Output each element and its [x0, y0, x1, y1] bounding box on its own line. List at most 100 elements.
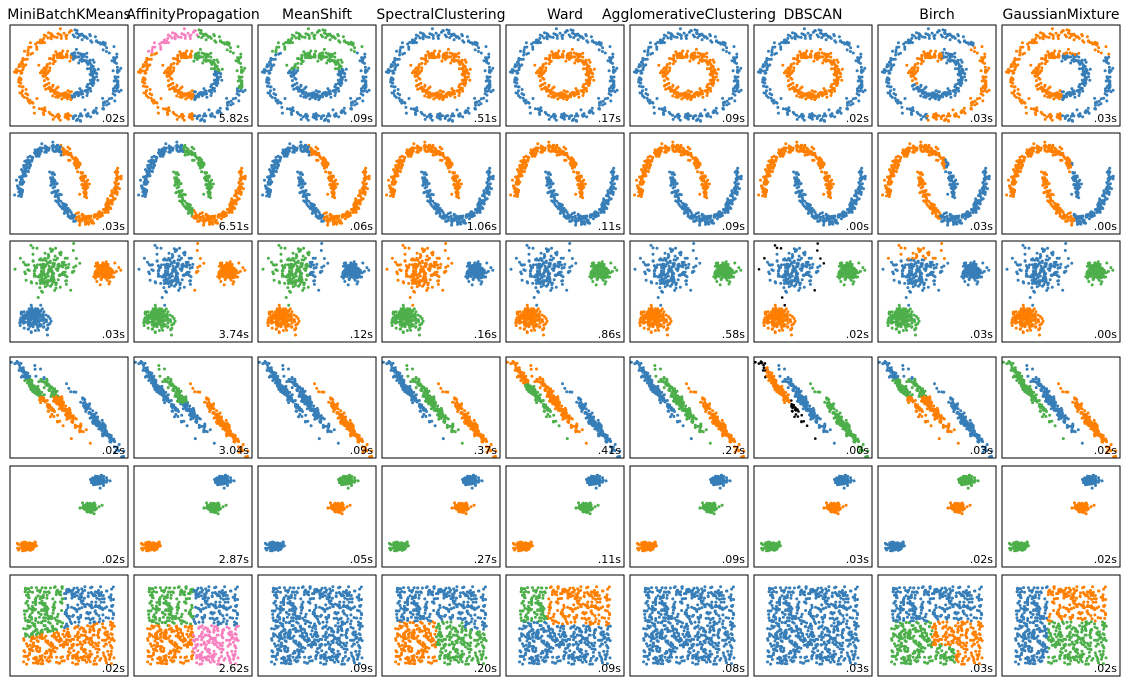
scatter-point — [51, 84, 55, 88]
scatter-point — [969, 101, 973, 105]
scatter-point — [569, 95, 573, 99]
scatter-point — [1093, 106, 1097, 110]
scatter-point — [1057, 52, 1060, 56]
scatter-point — [189, 52, 192, 56]
scatter-point — [924, 85, 928, 89]
scatter-point — [910, 36, 914, 40]
scatter-point — [39, 38, 42, 42]
scatter-point — [180, 56, 183, 60]
scatter-point — [119, 66, 123, 70]
scatter-point — [195, 52, 199, 56]
scatter-point — [1013, 94, 1017, 98]
scatter-point — [172, 57, 175, 60]
scatter-point — [710, 83, 714, 86]
scatter-point — [672, 54, 676, 58]
scatter-point — [170, 36, 174, 40]
scatter-point — [910, 79, 914, 83]
scatter-point — [333, 67, 337, 71]
scatter-point — [946, 58, 950, 62]
scatter-point — [78, 223, 82, 227]
scatter-point — [349, 101, 353, 105]
scatter-point — [438, 89, 442, 93]
scatter-point — [515, 77, 519, 81]
scatter-point — [44, 149, 48, 153]
scatter-point — [597, 48, 601, 52]
scatter-point — [119, 88, 123, 92]
scatter-point — [957, 89, 961, 93]
scatter-point — [547, 62, 551, 66]
scatter-point — [314, 116, 318, 120]
scatter-point — [456, 89, 460, 93]
scatter-point — [562, 112, 566, 116]
scatter-point — [183, 36, 187, 40]
scatter-point — [310, 31, 314, 35]
scatter-point — [241, 69, 245, 73]
scatter-point — [530, 42, 534, 46]
scatter-point — [821, 114, 825, 118]
scatter-point — [1093, 96, 1097, 100]
scatter-point — [612, 81, 616, 85]
scatter-point — [973, 46, 977, 50]
scatter-point — [1021, 45, 1025, 49]
scatter-point — [592, 78, 596, 82]
scatter-point — [949, 95, 953, 99]
scatter-point — [1053, 49, 1057, 53]
scatter-point — [395, 49, 398, 53]
scatter-point — [679, 34, 683, 38]
subplot-frame — [133, 24, 253, 127]
scatter-point — [423, 113, 426, 117]
scatter-point — [957, 70, 961, 73]
scatter-point — [576, 114, 580, 118]
scatter-point — [845, 106, 849, 110]
scatter-point — [1052, 55, 1056, 59]
scatter-point — [839, 72, 843, 76]
scatter-point — [921, 35, 925, 39]
scatter-point — [144, 91, 147, 95]
scatter-point — [725, 103, 729, 107]
scatter-point — [95, 75, 98, 79]
scatter-point — [391, 69, 395, 73]
scatter-point — [1072, 114, 1076, 118]
scatter-point — [978, 59, 982, 63]
scatter-point — [568, 114, 572, 118]
scatter-point — [522, 99, 526, 103]
scatter-point — [764, 91, 767, 95]
scatter-point — [307, 36, 311, 40]
scatter-point — [190, 89, 194, 93]
scatter-point — [101, 106, 105, 110]
subplot: .02s — [753, 24, 873, 127]
scatter-point — [969, 106, 973, 110]
scatter-point — [101, 96, 105, 100]
scatter-point — [776, 111, 780, 115]
scatter-point — [804, 97, 808, 101]
scatter-point — [708, 78, 712, 82]
scatter-point — [90, 83, 94, 86]
scatter-point — [56, 32, 60, 36]
scatter-point — [88, 78, 92, 82]
scatter-point — [239, 65, 243, 69]
scatter-point — [975, 102, 979, 106]
scatter-point — [640, 85, 644, 89]
scatter-point — [674, 50, 678, 54]
scatter-point — [18, 81, 22, 85]
scatter-point — [325, 61, 329, 65]
scatter-point — [691, 117, 695, 120]
scatter-point — [888, 85, 892, 89]
scatter-point — [679, 92, 683, 96]
scatter-point — [428, 32, 432, 36]
scatter-point — [691, 52, 695, 56]
scatter-point — [269, 56, 273, 60]
scatter-point — [1081, 115, 1085, 119]
scatter-point — [703, 108, 707, 112]
scatter-point — [579, 108, 583, 112]
scatter-point — [1004, 70, 1008, 74]
scatter-point — [915, 81, 919, 85]
scatter-point — [205, 52, 209, 56]
scatter-point — [769, 57, 773, 61]
scatter-point — [697, 55, 700, 59]
timing-label: .02s — [846, 112, 869, 125]
scatter-point — [562, 49, 566, 53]
scatter-point — [937, 98, 941, 102]
scatter-point — [341, 35, 345, 39]
scatter-point — [1033, 71, 1037, 75]
